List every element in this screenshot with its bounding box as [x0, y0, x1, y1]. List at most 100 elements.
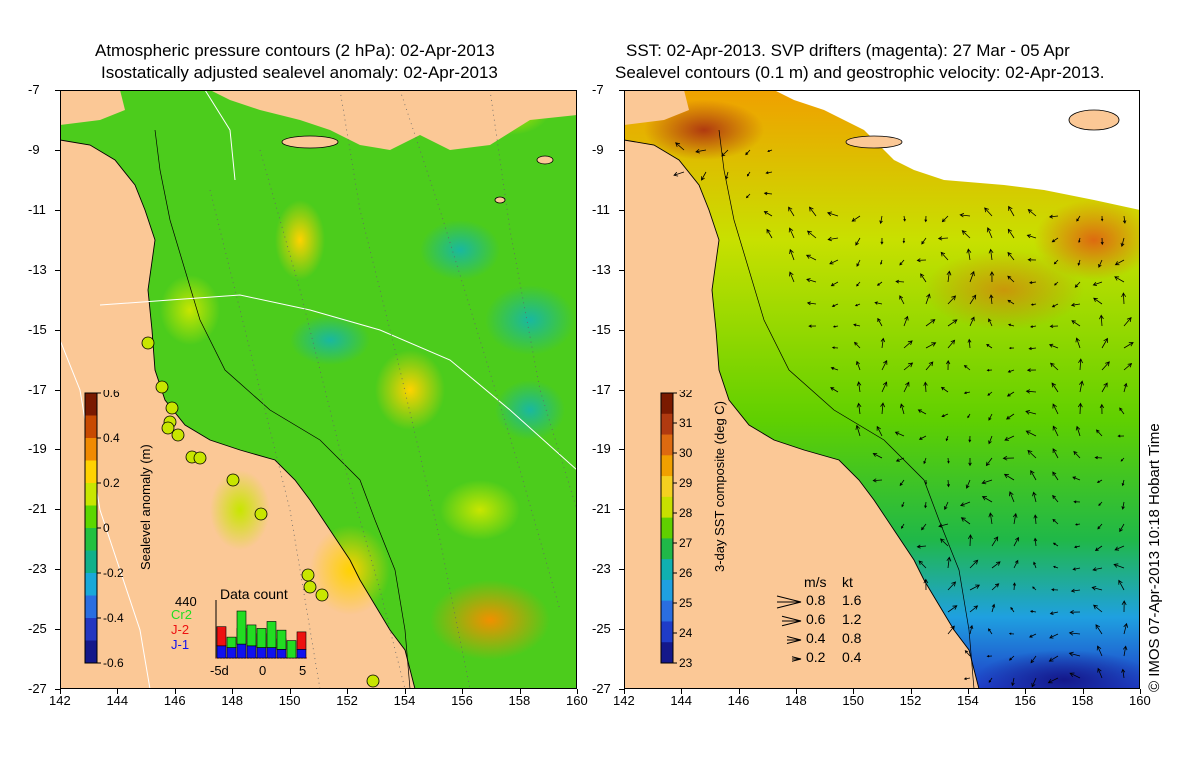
velocity-arrow [1032, 586, 1037, 591]
velocity-arrow [1049, 633, 1059, 639]
x-tick-label: 144 [670, 693, 693, 708]
velocity-arrow [925, 319, 936, 327]
y-tick-label: -17 [28, 381, 47, 397]
velocity-arrow [963, 391, 971, 395]
velocity-arrow [968, 435, 972, 443]
y-tick-mark [619, 629, 624, 631]
y-tick-label: -7 [28, 82, 40, 97]
velocity-arrow [988, 318, 993, 327]
sst-colorbar-swatch [661, 455, 673, 477]
velocity-arrow [1123, 342, 1134, 349]
x-tick-mark [289, 689, 291, 694]
velocity-arrow [1093, 297, 1103, 305]
velocity-arrow [763, 191, 773, 196]
velocity-arrow [1012, 582, 1017, 591]
velocity-arrow [1097, 523, 1103, 530]
velocity-arrow [946, 479, 950, 488]
y-tick-mark [619, 689, 624, 690]
velocity-arrow [1099, 314, 1104, 327]
velocity-arrow [1053, 565, 1059, 569]
velocity-arrow [1029, 633, 1037, 638]
velocity-arrow [806, 278, 817, 283]
velocity-arrow [899, 479, 905, 487]
velocity-arrow [1101, 382, 1108, 393]
velocity-arrow [1052, 425, 1059, 437]
velocity-arrow [946, 556, 952, 569]
velocity-arrow [808, 324, 817, 328]
velocity-arrow [855, 237, 861, 246]
velocity-arrow [856, 259, 861, 267]
velocity-arrow [1100, 215, 1104, 222]
sealevel-anomaly-colorbar: 0.6 0.4 0.2 0 -0.2 -0.4 -0.6 [84, 390, 124, 670]
velocity-arrow [855, 424, 861, 437]
velocity-arrow [1007, 369, 1015, 373]
velocity-arrow [963, 364, 971, 371]
velocity-arrow [1078, 358, 1083, 371]
velocity-arrow [880, 402, 886, 415]
sst-colorbar: 32 31 30 29 28 27 26 25 24 23 [660, 390, 693, 670]
y-tick-mark [55, 449, 60, 451]
velocity-legend-kt: 0.8 [842, 630, 862, 646]
velocity-arrow [881, 359, 888, 371]
velocity-arrow [941, 215, 949, 223]
velocity-arrow [969, 270, 975, 283]
x-tick-label: 146 [727, 693, 750, 708]
y-tick-mark [619, 389, 624, 391]
velocity-arrow [947, 339, 956, 349]
no-data-area [774, 90, 1140, 210]
velocity-arrow [1077, 402, 1083, 415]
velocity-arrow [1048, 655, 1059, 662]
data-count-bar-cr2 [236, 610, 247, 645]
sealevel-colorbar-tick-label: 0.2 [103, 476, 120, 490]
data-count-bar-j1 [226, 647, 237, 659]
y-tick-mark [619, 449, 624, 451]
velocity-arrow [969, 624, 974, 635]
data-count-bar-j1 [276, 648, 287, 659]
velocity-arrow [877, 317, 883, 327]
velocity-arrow [923, 578, 929, 591]
velocity-arrow [1095, 624, 1103, 635]
velocity-legend-arrow-shape [776, 595, 802, 609]
sealevel-colorbar-swatch [85, 505, 97, 529]
velocity-arrow [984, 207, 993, 217]
velocity-arrow [1121, 668, 1126, 679]
velocity-arrow [1078, 237, 1081, 244]
velocity-arrow [967, 338, 972, 349]
sealevel-colorbar-swatch [85, 393, 97, 416]
velocity-arrow [986, 368, 993, 372]
velocity-arrow [1072, 476, 1081, 481]
velocity-arrow [969, 559, 979, 569]
velocity-arrow [701, 171, 707, 181]
y-tick-label: -13 [28, 261, 47, 277]
velocity-legend-arrow-shape [791, 656, 802, 662]
y-tick-mark [55, 389, 60, 391]
velocity-arrow [827, 236, 839, 242]
y-tick-label: -9 [592, 141, 604, 157]
y-tick-label: -19 [28, 441, 47, 457]
y-tick-label: -11 [28, 201, 46, 217]
velocity-arrow [947, 581, 957, 591]
sealevel-colorbar-tick-label: 0.6 [103, 390, 120, 400]
velocity-arrow [1123, 622, 1129, 635]
velocity-arrow [1053, 259, 1059, 265]
sealevel-anomaly-map [60, 90, 577, 689]
velocity-arrow [969, 584, 981, 591]
y-tick-mark [619, 329, 624, 331]
velocity-arrow [1049, 324, 1059, 329]
velocity-arrow [830, 281, 839, 287]
velocity-arrow [988, 628, 993, 635]
velocity-arrow [1051, 382, 1059, 393]
velocity-arrow [789, 248, 795, 261]
velocity-arrow [968, 458, 972, 467]
y-tick-mark [55, 509, 60, 511]
velocity-arrow [1007, 299, 1015, 305]
x-tick-mark [519, 689, 521, 694]
y-tick-label: -25 [592, 621, 611, 637]
right-title-line2: Sealevel contours (0.1 m) and geostrophi… [615, 63, 1105, 82]
x-tick-label: 154 [393, 693, 416, 708]
x-tick-label: 152 [899, 693, 922, 708]
sst-colorbar-swatch [661, 517, 673, 539]
velocity-arrow [989, 294, 994, 305]
velocity-arrow [899, 295, 905, 305]
velocity-arrow [1052, 403, 1059, 415]
